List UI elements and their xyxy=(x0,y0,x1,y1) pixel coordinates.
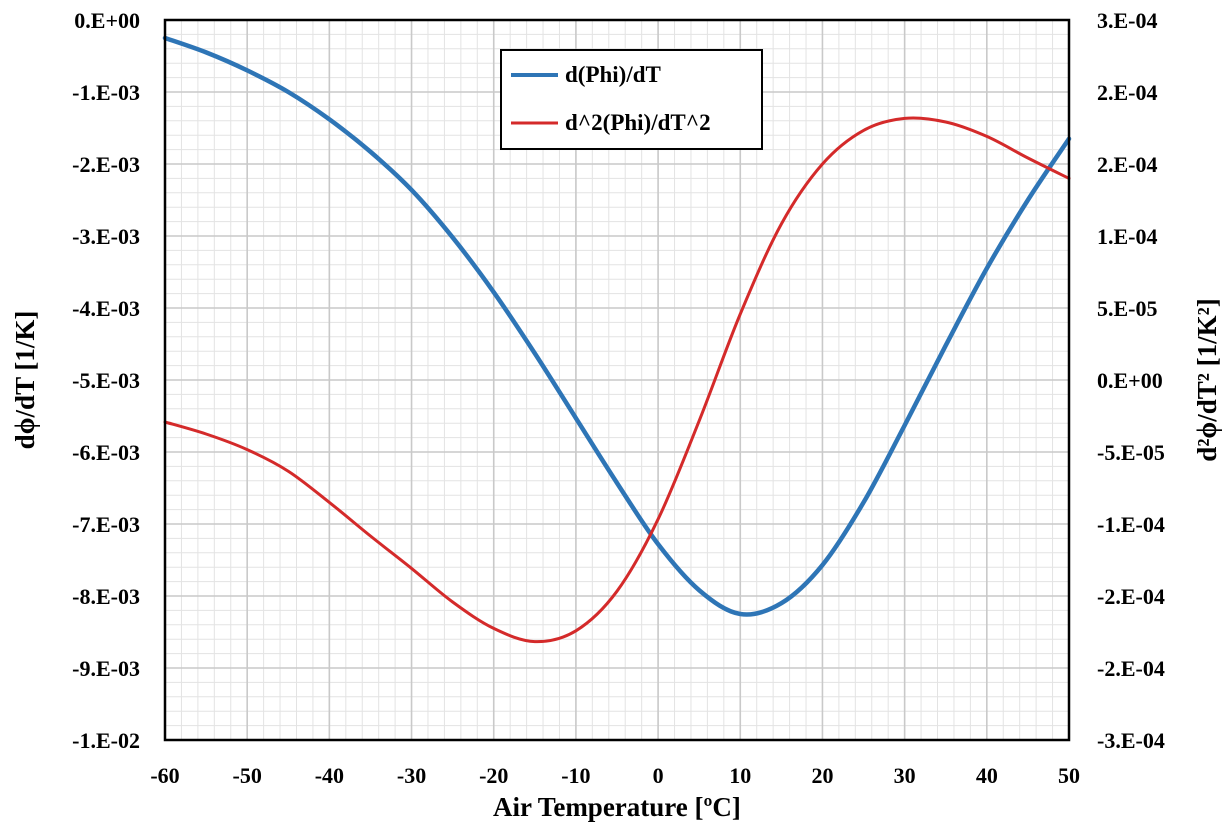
y-left-axis-title: dϕ/dT [1/K] xyxy=(10,311,40,450)
plot-area-border xyxy=(163,18,1071,742)
y-left-axis-ticks: 0.E+00 -1.E-03 -2.E-03 -3.E-03 -4.E-03 -5.E-0… xyxy=(72,8,140,753)
y-left-tick-label: -3.E-03 xyxy=(72,224,140,249)
y-right-tick-label: 2.E-04 xyxy=(1097,152,1158,177)
y-left-tick-label: -6.E-03 xyxy=(72,440,140,465)
legend: d(Phi)/dT d^2(Phi)/dT^2 xyxy=(500,49,763,150)
x-tick-label: 10 xyxy=(729,763,751,788)
y-right-tick-label: 5.E-05 xyxy=(1097,296,1158,321)
x-axis-title: Air Temperature [ºC] xyxy=(493,792,741,822)
x-tick-label: -40 xyxy=(315,763,344,788)
legend-label-series-1: d(Phi)/dT xyxy=(565,62,661,87)
y-left-tick-label: -8.E-03 xyxy=(72,584,140,609)
y-right-tick-label: -2.E-04 xyxy=(1097,656,1165,681)
grid xyxy=(165,20,1069,740)
y-left-tick-label: -1.E-02 xyxy=(72,728,140,753)
y-right-tick-label: 1.E-04 xyxy=(1097,224,1158,249)
x-tick-label: -30 xyxy=(397,763,426,788)
y-left-tick-label: -7.E-03 xyxy=(72,512,140,537)
x-tick-label: 20 xyxy=(811,763,833,788)
x-tick-label: 0 xyxy=(653,763,664,788)
y-left-tick-label: -2.E-03 xyxy=(72,152,140,177)
x-tick-label: -10 xyxy=(561,763,590,788)
legend-label-series-2: d^2(Phi)/dT^2 xyxy=(565,110,711,135)
y-right-axis-title: d²ϕ/dT² [1/K²] xyxy=(1192,298,1222,461)
y-right-tick-label: -1.E-04 xyxy=(1097,512,1165,537)
x-tick-label: -50 xyxy=(233,763,262,788)
y-right-tick-label: -3.E-04 xyxy=(1097,728,1165,753)
y-left-tick-label: -4.E-03 xyxy=(72,296,140,321)
y-left-tick-label: -9.E-03 xyxy=(72,656,140,681)
y-right-tick-label: 0.E+00 xyxy=(1097,368,1163,393)
y-left-tick-label: 0.E+00 xyxy=(74,8,140,33)
y-right-tick-label: -5.E-05 xyxy=(1097,440,1165,465)
y-right-tick-label: 3.E-04 xyxy=(1097,8,1158,33)
x-tick-label: 30 xyxy=(894,763,916,788)
x-axis-ticks: -60 -50 -40 -30 -20 -10 0 10 20 30 40 50 xyxy=(150,763,1080,788)
y-right-tick-label: -2.E-04 xyxy=(1097,584,1165,609)
x-tick-label: 50 xyxy=(1058,763,1080,788)
y-right-axis-ticks: 3.E-04 2.E-04 2.E-04 1.E-04 5.E-05 0.E+00 -5.E… xyxy=(1097,8,1165,753)
y-left-tick-label: -1.E-03 xyxy=(72,80,140,105)
x-tick-label: 40 xyxy=(976,763,998,788)
x-tick-label: -60 xyxy=(150,763,179,788)
series-line-1 xyxy=(162,35,1072,617)
legend-box xyxy=(500,49,763,150)
y-right-tick-label: 2.E-04 xyxy=(1097,80,1158,105)
x-tick-label: -20 xyxy=(479,763,508,788)
series-layer xyxy=(162,35,1072,644)
y-left-tick-label: -5.E-03 xyxy=(72,368,140,393)
series-line-2 xyxy=(163,116,1071,644)
